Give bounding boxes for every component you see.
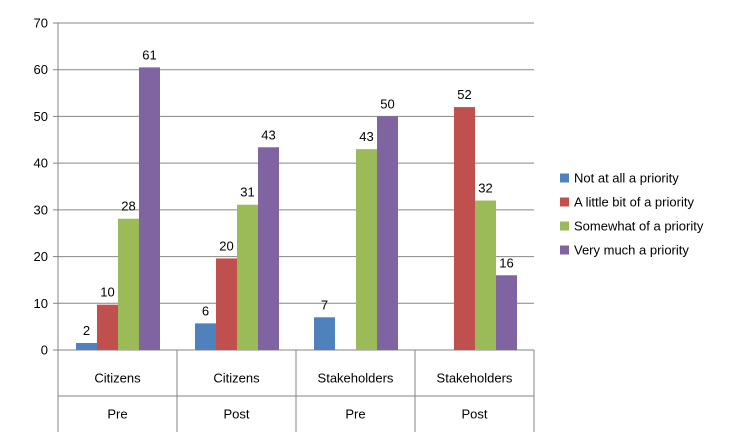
y-tick-label: 30 xyxy=(34,202,48,217)
bar xyxy=(216,258,237,350)
bar xyxy=(237,204,258,350)
category-label-secondary: Post xyxy=(461,407,487,422)
bar xyxy=(258,147,279,350)
y-tick-label: 40 xyxy=(34,156,48,171)
category-label-secondary: Pre xyxy=(345,407,365,422)
legend: Not at all a priority A little bit of a p… xyxy=(560,171,704,258)
data-labels: 2 6 7 10 20 52 28 31 43 32 61 43 50 16 xyxy=(83,47,514,338)
data-label: 52 xyxy=(457,87,471,102)
data-label: 7 xyxy=(321,297,328,312)
bar xyxy=(454,107,475,350)
bar xyxy=(97,304,118,350)
category-label-secondary: Pre xyxy=(107,407,127,422)
legend-swatch xyxy=(560,221,569,231)
category-label-primary: Citizens xyxy=(94,371,141,386)
bar xyxy=(496,275,517,350)
bar xyxy=(118,218,139,350)
bar xyxy=(314,317,335,350)
bar xyxy=(195,323,216,350)
data-label: 6 xyxy=(202,303,209,318)
y-tick-label: 70 xyxy=(34,16,48,31)
legend-label: Somewhat of a priority xyxy=(574,219,704,234)
legend-swatch xyxy=(560,245,569,255)
data-label: 20 xyxy=(219,238,233,253)
category-label-secondary: Post xyxy=(223,407,249,422)
bar xyxy=(76,342,97,350)
bar xyxy=(139,67,160,350)
legend-label: Not at all a priority xyxy=(574,171,679,186)
y-tick-label: 20 xyxy=(34,249,48,264)
data-label: 28 xyxy=(121,199,135,214)
y-tick-label: 60 xyxy=(34,62,48,77)
y-tick-label: 10 xyxy=(34,296,48,311)
data-label: 2 xyxy=(83,323,90,338)
category-label-primary: Stakeholders xyxy=(437,371,513,386)
category-label-primary: Stakeholders xyxy=(318,371,394,386)
bar xyxy=(356,149,377,350)
legend-swatch xyxy=(560,173,569,183)
legend-label: A little bit of a priority xyxy=(574,195,694,210)
data-label: 10 xyxy=(100,285,114,300)
legend-label: Very much a priority xyxy=(574,243,689,258)
bar xyxy=(475,200,496,350)
data-label: 32 xyxy=(478,181,492,196)
legend-swatch xyxy=(560,197,569,207)
data-label: 43 xyxy=(261,127,275,142)
bar xyxy=(377,116,398,350)
category-axis: Citizens Pre Citizens Post Stakeholders Pre St… xyxy=(58,350,535,432)
data-label: 31 xyxy=(240,185,254,200)
category-label-primary: Citizens xyxy=(213,371,260,386)
data-label: 61 xyxy=(142,47,156,62)
data-label: 43 xyxy=(359,129,373,144)
y-tick-label: 50 xyxy=(34,109,48,124)
y-tick-label: 0 xyxy=(41,343,48,358)
data-label: 50 xyxy=(380,96,394,111)
bars xyxy=(76,67,517,350)
data-label: 16 xyxy=(499,255,513,270)
